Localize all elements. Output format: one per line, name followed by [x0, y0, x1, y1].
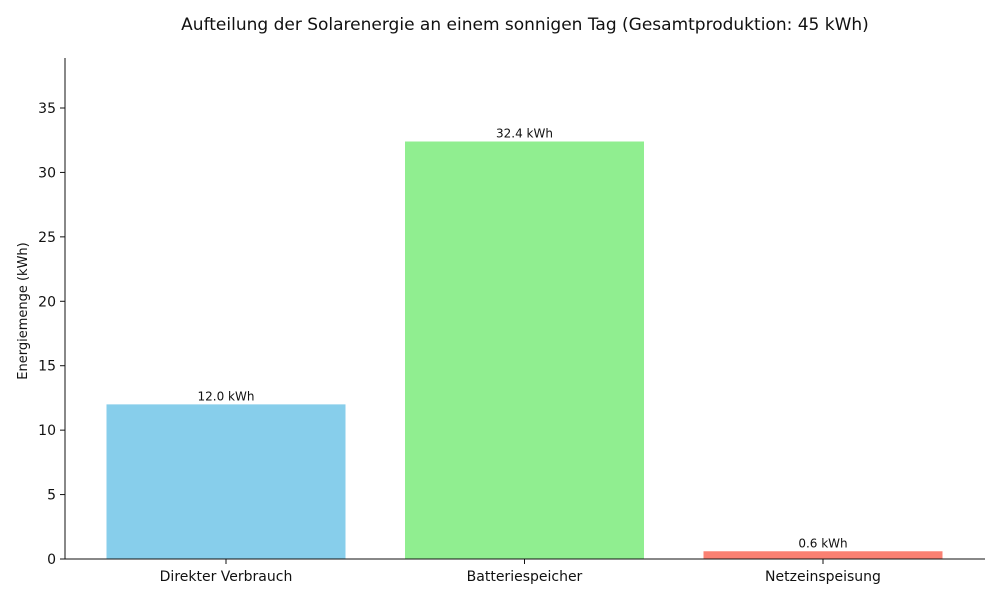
x-tick-label-0: Direkter Verbrauch	[160, 569, 293, 585]
data-label-2: 0.6 kWh	[798, 536, 847, 550]
y-tick-label-0: 0	[47, 552, 56, 568]
y-tick-label-5: 25	[38, 230, 56, 246]
bars-group	[106, 141, 943, 559]
data-label-0: 12.0 kWh	[198, 389, 255, 403]
bar-0	[106, 404, 346, 559]
y-tick-label-2: 10	[38, 423, 56, 439]
x-axis-ticks: Direkter Verbrauch Batteriespeicher Netzei…	[160, 559, 881, 585]
y-tick-label-6: 30	[38, 165, 56, 181]
x-tick-label-1: Batteriespeicher	[467, 569, 583, 585]
y-tick-label-1: 5	[47, 488, 56, 504]
chart-title: Aufteilung der Solarenergie an einem son…	[181, 15, 869, 35]
y-tick-label-4: 20	[38, 294, 56, 310]
bar-2	[703, 551, 943, 559]
y-tick-label-3: 15	[38, 359, 56, 375]
bar-1	[405, 141, 644, 559]
y-axis-label: Energiemenge (kWh)	[16, 242, 31, 379]
y-axis-ticks: 0 5 10 15 20 25 30 35	[38, 101, 65, 568]
data-labels-group: 12.0 kWh 32.4 kWh 0.6 kWh	[198, 127, 848, 551]
y-tick-label-7: 35	[38, 101, 56, 117]
x-tick-label-2: Netzeinspeisung	[765, 569, 881, 585]
data-label-1: 32.4 kWh	[496, 127, 553, 141]
